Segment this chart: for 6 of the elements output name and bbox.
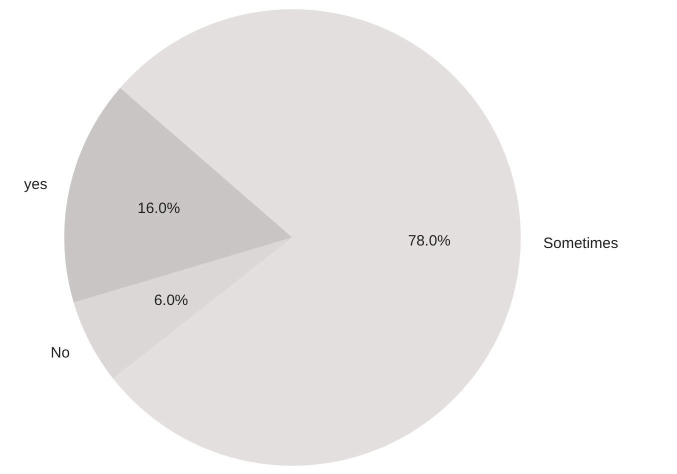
slice-label: yes	[24, 176, 48, 193]
data-label: 16.0%	[138, 200, 180, 218]
data-label: 78.0%	[408, 232, 451, 250]
slice-label: Sometimes	[543, 235, 618, 252]
slice-label: No	[50, 344, 70, 362]
data-label: 6.0%	[154, 292, 188, 309]
